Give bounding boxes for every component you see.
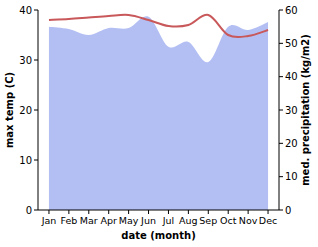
y-tick xyxy=(34,210,38,211)
x-tick xyxy=(208,210,209,214)
x-tick-label: Jul xyxy=(162,215,174,226)
x-tick-label: Apr xyxy=(100,215,117,226)
x-tick xyxy=(128,210,129,214)
x-tick xyxy=(188,210,189,214)
y2-tick-label: 20 xyxy=(285,138,298,149)
y2-tick xyxy=(279,43,283,44)
chart: 0 10 20 30 40 0 10 20 30 40 50 60 JanFebMarAprMayJun… xyxy=(0,0,318,247)
line xyxy=(49,15,268,37)
y2-tick xyxy=(279,176,283,177)
y2-tick-label: 60 xyxy=(285,5,298,16)
x-tick xyxy=(268,210,269,214)
x-tick xyxy=(248,210,249,214)
x-tick-label: May xyxy=(119,215,139,226)
x-tick-label: Feb xyxy=(60,215,77,226)
y2-tick-label: 30 xyxy=(285,105,298,116)
x-axis-line xyxy=(38,210,279,211)
x-axis-label: date (month) xyxy=(121,230,195,241)
y-tick-label: 30 xyxy=(19,55,32,66)
y2-tick-label: 0 xyxy=(285,205,291,216)
x-tick xyxy=(68,210,69,214)
y-tick xyxy=(34,10,38,11)
y2-tick xyxy=(279,76,283,77)
x-tick-label: Dec xyxy=(259,215,277,226)
x-tick xyxy=(228,210,229,214)
y2-axis-label: med. precipitation (kg/m2) xyxy=(300,34,311,186)
y-tick-label: 40 xyxy=(19,5,32,16)
y2-tick xyxy=(279,143,283,144)
y-tick xyxy=(34,160,38,161)
y-tick-label: 10 xyxy=(19,155,32,166)
x-tick-label: Oct xyxy=(220,215,237,226)
y2-tick xyxy=(279,110,283,111)
y-axis-label: max temp (C) xyxy=(4,72,15,148)
x-tick-label: Mar xyxy=(80,215,98,226)
plot-area xyxy=(49,15,268,210)
y2-tick-label: 10 xyxy=(285,171,298,182)
x-tick xyxy=(88,210,89,214)
y-tick-label: 0 xyxy=(26,205,32,216)
x-tick xyxy=(108,210,109,214)
x-tick xyxy=(148,210,149,214)
x-tick xyxy=(168,210,169,214)
y2-tick-label: 50 xyxy=(285,38,298,49)
y2-tick xyxy=(279,210,283,211)
y2-tick-label: 40 xyxy=(285,71,298,82)
y-tick xyxy=(34,60,38,61)
x-tick-label: Sep xyxy=(199,215,217,226)
y-tick-label: 20 xyxy=(19,105,32,116)
y-tick xyxy=(34,110,38,111)
x-tick xyxy=(48,210,49,214)
y2-tick xyxy=(279,10,283,11)
x-tick-label: Aug xyxy=(179,215,198,226)
area xyxy=(49,16,268,210)
x-tick-label: Nov xyxy=(239,215,258,226)
x-tick-label: Jun xyxy=(140,215,156,226)
x-tick-label: Jan xyxy=(41,215,57,226)
